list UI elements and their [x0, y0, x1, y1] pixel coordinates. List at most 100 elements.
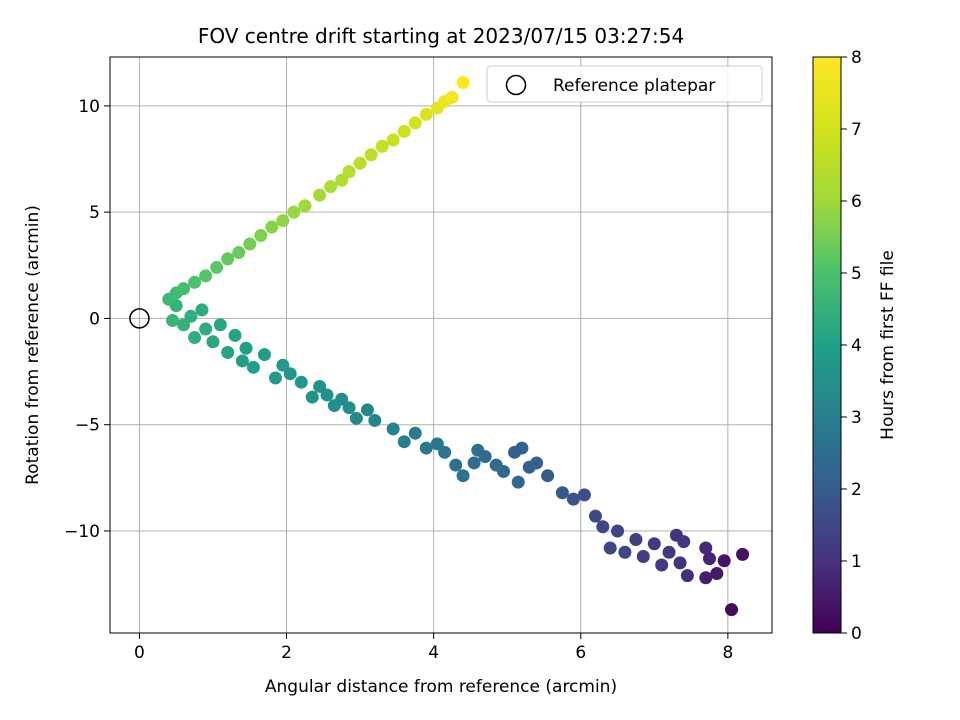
data-point — [588, 509, 602, 523]
data-point — [596, 520, 610, 534]
data-point — [618, 545, 632, 559]
data-point — [276, 358, 290, 372]
y-tick-label: −5 — [75, 416, 100, 436]
colorbar-tick-label: 2 — [851, 480, 862, 500]
data-point — [305, 390, 319, 404]
data-point — [636, 549, 650, 563]
data-point — [680, 569, 694, 583]
axes: 0 2 4 6 8 −10 −5 0 5 10 — [64, 56, 773, 663]
data-point — [313, 379, 327, 393]
x-tick-label: 0 — [134, 643, 145, 663]
data-point — [655, 558, 669, 572]
colorbar-tick-label: 4 — [851, 336, 862, 356]
data-points — [129, 76, 750, 617]
data-point — [511, 475, 525, 489]
data-point — [254, 229, 268, 243]
data-point — [702, 552, 716, 566]
data-point — [397, 124, 411, 138]
data-point — [335, 173, 349, 187]
data-point — [456, 469, 470, 483]
data-point — [206, 335, 220, 349]
data-point — [397, 435, 411, 449]
data-point — [177, 318, 191, 332]
data-point — [456, 76, 470, 90]
reference-point-marker — [129, 308, 150, 329]
grid-lines — [110, 57, 772, 633]
colorbar-label: Hours from first FF file — [878, 250, 898, 440]
legend-box — [486, 65, 763, 103]
data-point — [449, 458, 463, 472]
data-point — [419, 441, 433, 455]
data-point — [360, 403, 374, 417]
data-point — [419, 107, 433, 121]
plot-frame — [109, 56, 773, 634]
data-point — [166, 314, 180, 328]
data-point — [195, 303, 209, 317]
data-point — [188, 331, 202, 345]
colorbar-tick-label: 1 — [851, 552, 862, 572]
data-point — [349, 411, 363, 425]
data-point — [522, 460, 536, 474]
data-point — [629, 532, 643, 546]
data-point — [736, 547, 750, 561]
data-point — [342, 401, 356, 415]
data-point — [298, 199, 312, 213]
data-point — [471, 443, 485, 457]
data-point — [375, 139, 389, 153]
reference-marker-icon — [505, 74, 527, 96]
x-tick-label: 4 — [428, 643, 439, 663]
data-point — [342, 165, 356, 179]
data-point — [577, 488, 591, 502]
data-point — [662, 545, 676, 559]
data-point — [235, 354, 249, 368]
data-point — [489, 458, 503, 472]
colorbar-tick-label: 8 — [851, 48, 862, 68]
data-point — [408, 116, 422, 130]
data-point — [603, 541, 617, 555]
data-point — [438, 445, 452, 459]
x-tick-label: 2 — [281, 643, 292, 663]
data-point — [445, 90, 459, 104]
data-point — [467, 456, 481, 470]
colorbar-ticks: 0 1 2 3 4 5 6 7 8 — [841, 48, 862, 644]
y-tick-label: −10 — [64, 522, 100, 542]
data-point — [232, 246, 246, 260]
data-point — [327, 399, 341, 413]
x-tick-label: 8 — [722, 643, 733, 663]
data-point — [294, 375, 308, 389]
data-point — [717, 554, 731, 568]
colorbar-tick-label: 5 — [851, 264, 862, 284]
data-point — [199, 269, 213, 283]
data-point — [221, 345, 235, 359]
y-tick-label: 0 — [89, 309, 100, 329]
data-point — [184, 309, 198, 323]
data-point — [508, 445, 522, 459]
data-point — [353, 156, 367, 170]
data-point — [320, 388, 334, 402]
data-point — [408, 426, 422, 440]
data-point — [243, 237, 257, 251]
data-point — [246, 360, 260, 374]
data-point — [276, 214, 290, 228]
colorbar-tick-label: 6 — [851, 192, 862, 212]
colorbar-tick-label: 3 — [851, 408, 862, 428]
colorbar-gradient — [812, 56, 842, 634]
data-point — [710, 566, 724, 580]
data-point — [647, 537, 661, 551]
data-point — [725, 603, 739, 617]
data-point — [265, 220, 279, 234]
data-point — [430, 437, 444, 451]
data-point — [269, 371, 282, 385]
colorbar: 0 1 2 3 4 5 6 7 8 Hours from first FF file — [812, 48, 898, 644]
data-point — [324, 180, 338, 194]
data-point — [239, 341, 253, 355]
colorbar-tick-label: 7 — [851, 120, 862, 140]
y-tick-label: 5 — [89, 203, 100, 223]
data-point — [699, 541, 713, 555]
legend: Reference platepar — [486, 65, 763, 103]
data-point — [177, 282, 191, 296]
data-point — [541, 469, 555, 483]
data-point — [368, 413, 382, 427]
data-point — [699, 571, 713, 585]
